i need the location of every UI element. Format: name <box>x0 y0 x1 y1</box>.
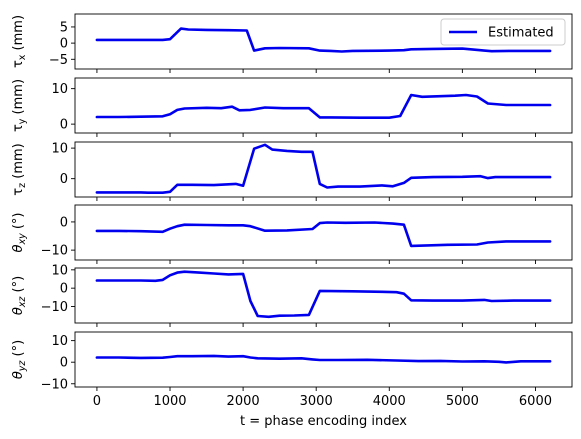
x-tick-label: 5000 <box>446 394 479 409</box>
y-tick-label: 10 <box>51 142 68 157</box>
panel-5: −10 0 10 θxz (°) <box>11 263 573 327</box>
y-label-subscript: x <box>17 54 28 60</box>
axes-frame <box>74 141 573 198</box>
y-tick-label: −5 <box>49 53 68 68</box>
x-tick-label: 3000 <box>300 394 333 409</box>
y-tick-label: 10 <box>51 263 68 278</box>
x-tick-label: 2000 <box>227 394 260 409</box>
legend: Estimated <box>440 18 566 46</box>
axes-frame <box>74 77 573 134</box>
axes-frame <box>74 13 573 70</box>
y-label-symbol: θ <box>11 371 26 379</box>
legend-box <box>440 18 566 46</box>
y-label-unit: (°) <box>11 213 26 234</box>
y-tick-label: −10 <box>41 300 68 315</box>
y-label-unit: (°) <box>11 276 26 297</box>
y-label-symbol: θ <box>11 307 26 315</box>
y-label-unit: (°) <box>11 340 26 361</box>
axes-frame <box>74 331 573 388</box>
y-label-subscript: xz <box>17 296 28 309</box>
series-line-estimated <box>95 143 552 194</box>
y-tick-label: 5 <box>60 20 68 35</box>
panel-2: 0 10 τy (mm) <box>11 77 573 137</box>
x-tick-label: 0 <box>93 394 101 409</box>
y-axis-label: τy (mm) <box>11 79 28 132</box>
y-tick-label: 10 <box>51 334 68 349</box>
panel-1: −50 5 τx (mm) Estimated <box>11 13 573 73</box>
x-tick-label: 4000 <box>373 394 406 409</box>
panel-6: −10 0 10 0 1000 2000 3000 4000 5000 6000 θyz (°) <box>11 331 573 409</box>
y-label-symbol: τ <box>11 188 26 196</box>
y-tick-label: 10 <box>51 82 68 97</box>
y-tick-label: −10 <box>41 377 68 392</box>
y-tick-label: 0 <box>60 356 68 371</box>
y-tick-label: 0 <box>60 282 68 297</box>
y-tick-label: 0 <box>60 215 68 230</box>
y-axis-label: θyz (°) <box>11 340 28 379</box>
y-axis-label: τz (mm) <box>11 143 28 195</box>
y-label-subscript: y <box>17 118 28 124</box>
y-label-symbol: τ <box>11 124 26 132</box>
y-label-unit: (mm) <box>11 15 26 55</box>
y-axis-label: θxz (°) <box>11 276 28 315</box>
y-tick-label: −10 <box>41 244 68 259</box>
y-tick-label: 0 <box>60 172 68 187</box>
legend-label-estimated: Estimated <box>488 26 554 41</box>
y-label-unit: (mm) <box>11 143 26 183</box>
y-axis-label: θxy (°) <box>11 213 28 253</box>
x-tick-label: 6000 <box>519 394 552 409</box>
y-label-unit: (mm) <box>11 79 26 119</box>
y-label-subscript: yz <box>17 360 28 373</box>
y-label-symbol: τ <box>11 60 26 68</box>
y-axis-label: τx (mm) <box>11 15 28 68</box>
y-label-subscript: xy <box>17 233 28 246</box>
series-line-estimated <box>95 270 552 319</box>
x-tick-label: 1000 <box>153 394 186 409</box>
y-label-symbol: θ <box>11 245 26 253</box>
series-line-estimated <box>95 27 552 53</box>
axes-frame <box>74 267 573 324</box>
y-tick-label: 0 <box>60 118 68 133</box>
series-line-estimated <box>95 354 552 364</box>
y-tick-label: 0 <box>60 37 68 52</box>
panel-3: 0 10 τz (mm) <box>11 141 573 201</box>
series-line-estimated <box>95 93 552 119</box>
y-label-subscript: z <box>17 183 28 188</box>
series-line-estimated <box>95 221 552 248</box>
x-axis-label: t = phase encoding index <box>240 414 407 429</box>
panel-4: −10 0 θxy (°) <box>11 204 573 264</box>
axes-frame <box>74 204 573 261</box>
